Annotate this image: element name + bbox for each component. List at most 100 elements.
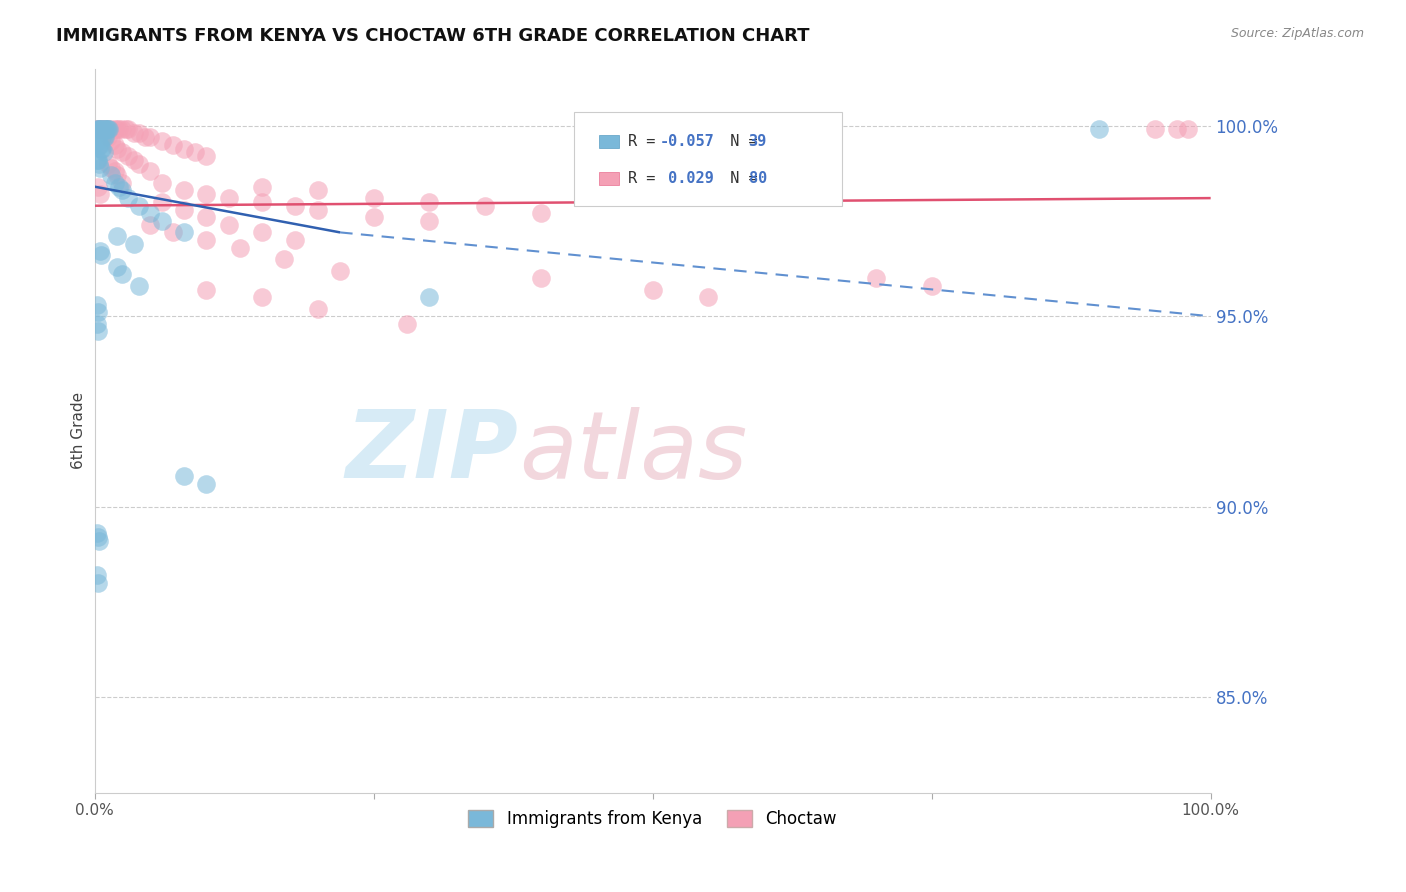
Point [87,576,110,591]
Point [250,290,273,304]
Text: Source: ZipAtlas.com: Source: ZipAtlas.com [1230,27,1364,40]
Point [273,252,295,266]
Point [128,157,150,171]
Point [218,191,240,205]
Text: N =: N = [711,134,766,149]
Point [173,142,195,156]
Point [100,161,122,175]
Point [97,122,120,136]
FancyBboxPatch shape [599,135,619,148]
Point [87,126,110,140]
Point [111,122,134,136]
Point [139,206,162,220]
Point [87,530,110,544]
Point [86,298,108,312]
Point [128,278,150,293]
Point [93,122,115,136]
Point [93,145,115,160]
Point [307,184,329,198]
Point [93,130,115,145]
Point [865,271,887,285]
Point [418,194,440,209]
Point [162,226,184,240]
Point [87,157,110,171]
Point [87,122,110,136]
Point [218,218,240,232]
Point [150,194,173,209]
Point [87,153,110,167]
Point [87,122,110,136]
Point [363,191,385,205]
Point [173,202,195,217]
Point [94,122,117,136]
Point [90,142,112,156]
Point [641,283,664,297]
Point [1177,122,1199,136]
Point [100,134,122,148]
Point [86,526,108,541]
Point [105,229,128,244]
Point [91,130,114,145]
Text: 0.029: 0.029 [659,171,714,186]
Point [363,210,385,224]
Point [195,210,218,224]
Point [89,187,111,202]
Point [90,122,112,136]
Point [195,149,218,163]
Point [173,184,195,198]
Point [86,134,108,148]
Point [284,199,307,213]
Point [122,126,145,140]
Point [111,176,134,190]
Text: atlas: atlas [519,407,747,498]
Point [105,142,128,156]
Point [97,122,120,136]
Text: IMMIGRANTS FROM KENYA VS CHOCTAW 6TH GRADE CORRELATION CHART: IMMIGRANTS FROM KENYA VS CHOCTAW 6TH GRA… [56,27,810,45]
Point [195,283,218,297]
Point [173,226,195,240]
Point [100,122,122,136]
Point [122,153,145,167]
Point [139,218,162,232]
Point [87,325,110,339]
Point [104,164,127,178]
Point [87,305,110,319]
Point [104,122,127,136]
Point [108,122,131,136]
Point [530,271,553,285]
Point [97,157,120,171]
Point [93,130,115,145]
Point [173,469,195,483]
Point [111,268,134,282]
Point [139,164,162,178]
Point [195,477,218,491]
Point [87,534,110,549]
Point [94,122,117,136]
FancyBboxPatch shape [599,172,619,186]
Point [105,168,128,182]
Point [86,122,108,136]
Point [250,194,273,209]
Text: R =: R = [628,134,665,149]
Text: 80: 80 [748,171,766,186]
Point [87,137,110,152]
Point [162,137,184,152]
Point [1143,122,1166,136]
Point [250,179,273,194]
Point [89,161,111,175]
Point [134,130,156,145]
Point [921,278,943,293]
Point [91,122,114,136]
Point [284,233,307,247]
Point [307,301,329,316]
Point [128,126,150,140]
Point [89,122,111,136]
Point [184,145,207,160]
Point [114,122,136,136]
Point [195,187,218,202]
Point [108,179,131,194]
Point [117,191,139,205]
Point [105,260,128,274]
Point [93,122,115,136]
Point [396,317,419,331]
